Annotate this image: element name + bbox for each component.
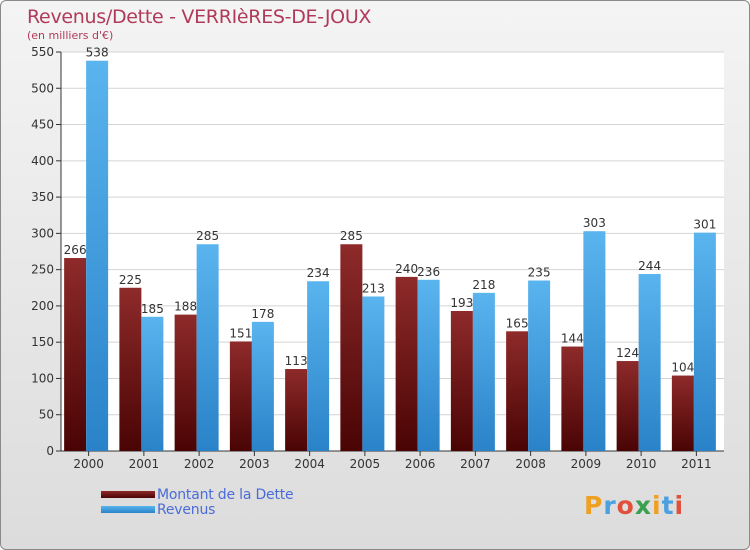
bar-dette [671, 375, 694, 451]
logo-letter: o [616, 491, 635, 520]
y-tick-label: 150 [31, 335, 54, 349]
legend-label-dette: Montant de la Dette [157, 486, 294, 503]
y-tick-label: 50 [39, 408, 54, 422]
data-label-dette: 225 [119, 273, 142, 287]
bar-dette [285, 369, 308, 451]
legend-swatch-revenus [101, 506, 155, 513]
logo-letter: P [584, 491, 604, 520]
bar-dette [229, 341, 252, 451]
data-label-revenus: 178 [251, 307, 274, 321]
x-tick-label: 2000 [73, 457, 104, 471]
y-tick-label: 300 [31, 226, 54, 240]
y-tick-label: 550 [31, 45, 54, 59]
data-label-dette: 165 [506, 316, 529, 330]
logo-letter: i [652, 491, 662, 520]
x-tick-label: 2001 [129, 457, 160, 471]
data-label-revenus: 301 [693, 218, 716, 232]
logo-letter: r [603, 491, 617, 520]
bar-dette [64, 258, 87, 451]
bar-revenus [86, 60, 109, 452]
data-label-revenus: 285 [196, 229, 219, 243]
data-label-dette: 151 [229, 326, 252, 340]
bar-dette [395, 276, 418, 451]
bar-dette [174, 314, 197, 451]
data-label-revenus: 244 [638, 259, 661, 273]
bar-dette [506, 331, 529, 451]
bar-dette [616, 361, 639, 451]
x-tick-label: 2011 [681, 457, 712, 471]
data-label-dette: 193 [450, 296, 473, 310]
y-tick-label: 200 [31, 299, 54, 313]
chart-title: Revenus/Dette - VERRIèRES-DE-JOUX [27, 6, 372, 28]
x-tick-label: 2010 [626, 457, 657, 471]
logo-letter: x [634, 491, 652, 520]
y-tick-label: 250 [31, 263, 54, 277]
y-tick-label: 450 [31, 118, 54, 132]
bar-revenus [583, 231, 606, 451]
data-label-revenus: 234 [307, 266, 330, 280]
y-tick-label: 100 [31, 371, 54, 385]
bar-revenus [141, 316, 164, 451]
data-label-dette: 113 [285, 354, 308, 368]
bar-revenus [417, 279, 440, 451]
x-tick-label: 2008 [515, 457, 546, 471]
bar-dette [340, 244, 363, 451]
legend-label-revenus: Revenus [157, 501, 216, 518]
data-label-dette: 104 [671, 361, 694, 375]
data-label-revenus: 235 [528, 266, 551, 280]
y-tick-label: 500 [31, 81, 54, 95]
proxiti-logo: Proxiti [584, 491, 684, 520]
plot-area [61, 52, 724, 451]
x-tick-label: 2006 [405, 457, 436, 471]
bar-revenus [528, 280, 551, 451]
legend-item-revenus: Revenus [101, 501, 293, 518]
x-tick-label: 2002 [184, 457, 215, 471]
legend-item-dette: Montant de la Dette [101, 486, 294, 503]
data-label-revenus: 213 [362, 281, 385, 295]
bar-dette [119, 287, 142, 451]
data-label-dette: 266 [64, 243, 87, 257]
data-label-dette: 144 [561, 332, 584, 346]
y-tick-label: 400 [31, 154, 54, 168]
logo-letter: i [674, 491, 685, 520]
bar-revenus [307, 281, 330, 451]
x-tick-label: 2004 [294, 457, 325, 471]
logo-letter: t [661, 491, 675, 520]
legend-swatch-dette [101, 491, 155, 498]
data-label-revenus: 538 [86, 46, 109, 60]
x-tick-label: 2009 [571, 457, 602, 471]
bar-revenus [638, 273, 661, 451]
y-tick-label: 350 [31, 190, 54, 204]
chart-unit-label: (en milliers d'€) [27, 29, 114, 42]
data-label-dette: 285 [340, 229, 363, 243]
x-tick-label: 2005 [350, 457, 381, 471]
data-label-revenus: 218 [472, 278, 495, 292]
legend: Montant de la Dette Revenus [101, 486, 294, 518]
bar-revenus [472, 292, 495, 451]
bar-revenus [693, 232, 716, 451]
bar-revenus [251, 321, 274, 451]
x-tick-label: 2003 [239, 457, 270, 471]
bar-dette [561, 346, 584, 451]
bar-revenus [196, 244, 219, 451]
x-tick-label: 2007 [460, 457, 491, 471]
bar-revenus [362, 296, 385, 451]
data-label-dette: 124 [616, 346, 639, 360]
data-label-dette: 240 [395, 262, 418, 276]
data-label-revenus: 185 [141, 302, 164, 316]
data-label-dette: 188 [174, 300, 197, 314]
data-label-revenus: 303 [583, 216, 606, 230]
data-label-revenus: 236 [417, 265, 440, 279]
y-tick-label: 0 [46, 444, 54, 458]
bar-dette [450, 310, 473, 451]
